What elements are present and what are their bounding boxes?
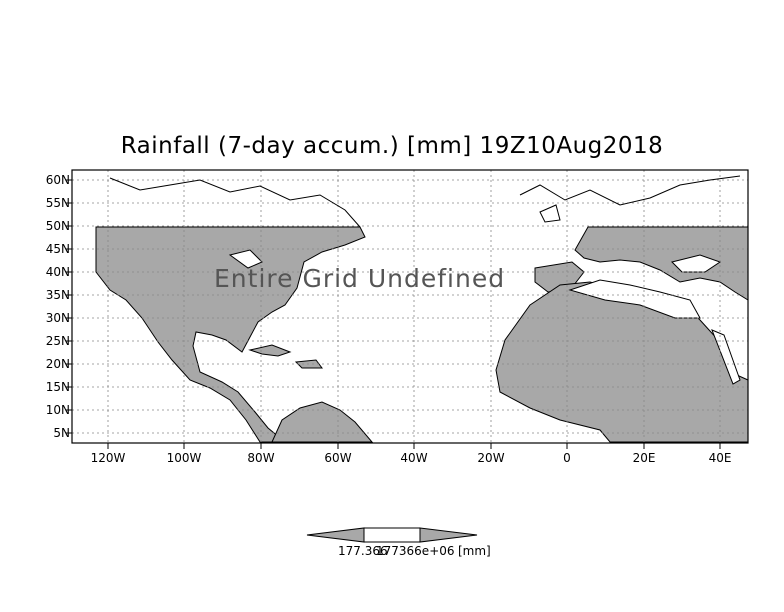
lat-label: 50N [45, 219, 70, 233]
northern-coastlines [109, 175, 741, 228]
lon-label: 60W [324, 451, 352, 465]
black-sea [671, 254, 722, 273]
colorbar-right-arrow [419, 527, 478, 543]
lon-label: 40E [708, 451, 732, 465]
map-title: Rainfall (7-day accum.) [mm] 19Z10Aug201… [120, 133, 664, 159]
north-america-land [95, 226, 366, 443]
land-layer [95, 226, 749, 443]
lon-label: 20W [477, 451, 505, 465]
red-sea [711, 329, 741, 385]
south-america-land [271, 401, 374, 443]
lon-label: 120W [90, 451, 126, 465]
lat-label: 30N [45, 311, 70, 325]
lat-label: 15N [45, 380, 70, 394]
lon-label: 20E [632, 451, 656, 465]
colorbar-unit: [mm] [458, 544, 491, 558]
colorbar-label-left: 177.366 [338, 544, 388, 558]
europe-land [574, 226, 749, 301]
map-border [71, 169, 749, 444]
lat-label: 40N [45, 265, 70, 279]
colorbar-middle-box [363, 527, 421, 543]
axis-ticks [66, 179, 721, 449]
colorbar-left-arrow [306, 527, 365, 543]
lon-label: 0 [563, 451, 571, 465]
lat-label: 45N [45, 242, 70, 256]
lon-label: 40W [400, 451, 428, 465]
water-layer [228, 249, 741, 385]
graticule [72, 170, 748, 443]
lat-label: 60N [45, 173, 70, 187]
lon-label: 100W [166, 451, 202, 465]
lat-label: 5N [53, 426, 70, 440]
mediterranean-sea [568, 279, 701, 319]
lat-label: 35N [45, 288, 70, 302]
undefined-grid-message: Entire Grid Undefined [214, 264, 506, 293]
lat-label: 25N [45, 334, 70, 348]
cuba-land [248, 344, 292, 357]
lon-label: 80W [247, 451, 275, 465]
lat-label: 10N [45, 403, 70, 417]
colorbar-label-mid: 177366e+06 [376, 544, 455, 558]
lat-label: 20N [45, 357, 70, 371]
lat-label: 55N [45, 196, 70, 210]
great-lakes [228, 249, 263, 269]
